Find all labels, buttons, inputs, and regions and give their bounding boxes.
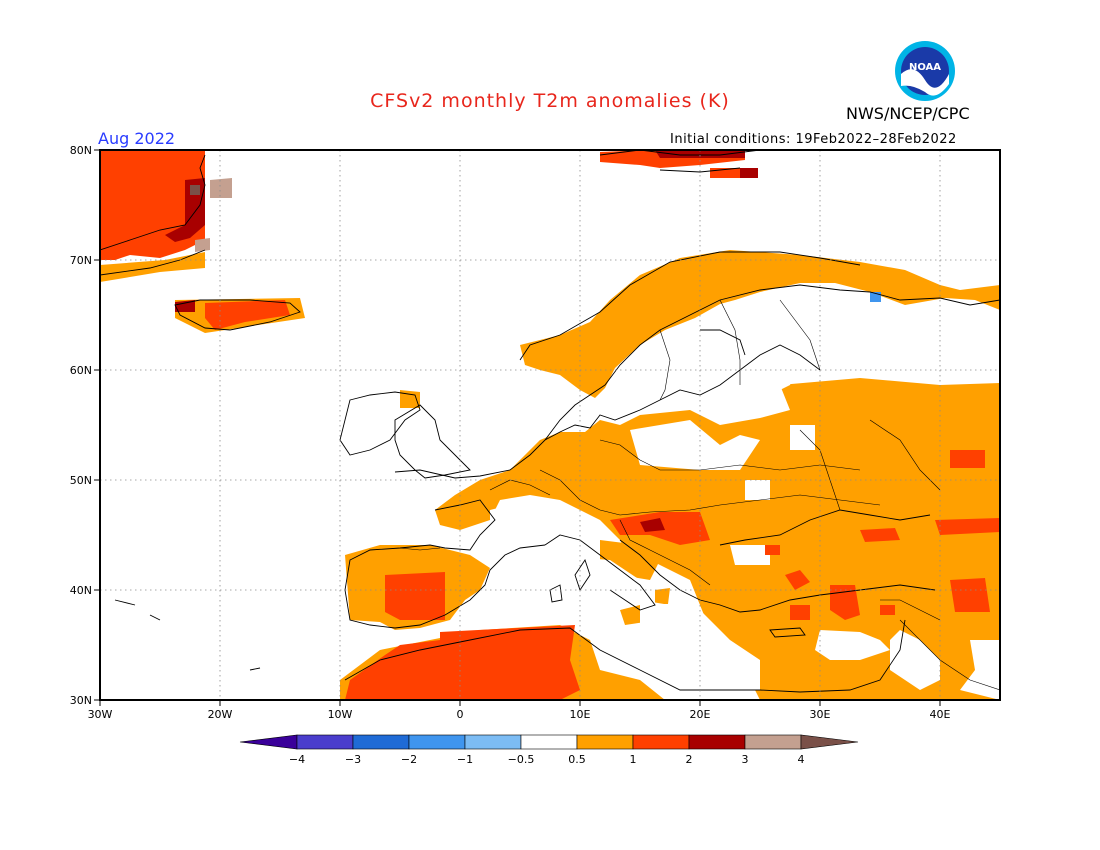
colorbar-tick: 1 xyxy=(630,753,637,766)
colorbar-tick: 0.5 xyxy=(568,753,586,766)
lon-label-30e: 30E xyxy=(810,708,831,721)
colorbar-segment xyxy=(296,734,354,750)
colorbar-tick: −0.5 xyxy=(508,753,535,766)
map-frame xyxy=(99,149,1001,701)
agency-label: NWS/NCEP/CPC xyxy=(846,104,970,123)
lon-label-10w: 10W xyxy=(328,708,353,721)
lat-label-50n: 50N xyxy=(70,474,92,487)
colorbar-tick: −1 xyxy=(457,753,473,766)
colorbar-segment xyxy=(352,734,410,750)
colorbar-tick-labels: −4 −3 −2 −1 −0.5 0.5 1 2 3 4 xyxy=(289,753,805,766)
colorbar-segment xyxy=(744,734,802,750)
colorbar-segment xyxy=(464,734,522,750)
lat-label-40n: 40N xyxy=(70,584,92,597)
colorbar-segment xyxy=(520,734,578,750)
lon-label-10e: 10E xyxy=(570,708,591,721)
colorbar-segment xyxy=(576,734,634,750)
lon-label-40e: 40E xyxy=(930,708,951,721)
colorbar-segment xyxy=(632,734,690,750)
lon-label-0: 0 xyxy=(457,708,464,721)
colorbar-tick: −3 xyxy=(345,753,361,766)
colorbar-low-arrow xyxy=(239,734,298,750)
anomaly-layer-3-to-4 xyxy=(195,178,232,252)
lat-label-60n: 60N xyxy=(70,364,92,377)
map-title: CFSv2 monthly T2m anomalies (K) xyxy=(370,90,730,112)
colorbar-tick: −4 xyxy=(289,753,305,766)
near-normal-layer xyxy=(490,300,1000,700)
lon-label-20w: 20W xyxy=(208,708,233,721)
lat-label-30n: 30N xyxy=(70,694,92,707)
axis-ticks xyxy=(94,149,941,706)
svg-text:NOAA: NOAA xyxy=(909,62,941,73)
colorbar-tick: 2 xyxy=(686,753,693,766)
lat-label-80n: 80N xyxy=(70,144,92,157)
lat-label-70n: 70N xyxy=(70,254,92,267)
noaa-logo-icon: NOAA xyxy=(895,41,955,101)
colorbar-tick: 4 xyxy=(798,753,805,766)
initial-conditions: Initial conditions: 19Feb2022–28Feb2022 xyxy=(670,132,957,147)
colorbar-high-arrow xyxy=(800,734,859,750)
coastlines xyxy=(100,150,1000,693)
colorbar xyxy=(239,734,859,750)
lon-label-30w: 30W xyxy=(88,708,113,721)
lon-label-20e: 20E xyxy=(690,708,711,721)
anomaly-layer-above-4 xyxy=(190,185,200,195)
colorbar-segment xyxy=(688,734,746,750)
colorbar-tick: −2 xyxy=(401,753,417,766)
colorbar-tick: 3 xyxy=(742,753,749,766)
anomaly-layer-1-to-2 xyxy=(100,150,1000,700)
cold-anomaly-cell xyxy=(870,292,881,302)
forecast-period: Aug 2022 xyxy=(98,129,176,148)
graticule xyxy=(100,150,1000,700)
colorbar-segment xyxy=(408,734,466,750)
